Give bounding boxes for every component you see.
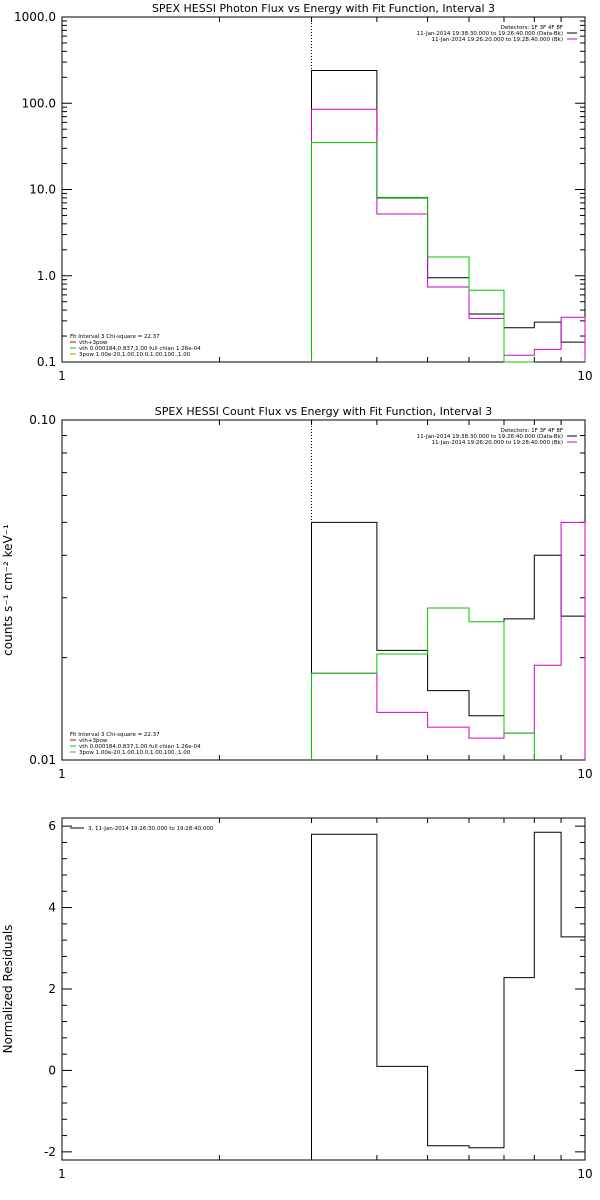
legend-entry: 11-Jan-2014 19:26:20.000 to 19:28:40.000…	[432, 440, 563, 446]
legend-entry: 3, 11-Jan-2014 19:26:30.000 to 19:28:40.…	[88, 826, 214, 832]
series-black-histogram	[311, 70, 586, 362]
legend-entry: Detectors: 1F 3F 4F 8F	[501, 25, 563, 31]
chart-panel-1: SPEX HESSI Photon Flux vs Energy with Fi…	[14, 2, 593, 383]
y-tick-label: 1000.0	[14, 10, 56, 24]
chart-panel-3: 1 10 -2 0 2 4 6 Normalized Residuals 3, 11-Jan-2…	[1, 817, 593, 1181]
y-tick-label: 10.0	[29, 183, 56, 197]
legend-entry: Detectors: 1F 3F 4F 8F	[501, 428, 563, 434]
tick-marks	[61, 17, 585, 363]
y-tick-label: 1.0	[37, 269, 56, 283]
legend-entry: 11-Jan-2014 19:38:30.000 to 19:26:40.000…	[417, 31, 563, 37]
y-tick-label: 6	[48, 819, 56, 833]
plot-frame	[61, 16, 586, 363]
legend-entry: 3pow 1.00e-20,1.00,10.0,1.00,100.,1.00	[79, 352, 191, 358]
legend-entry: vth+3pow	[79, 340, 108, 346]
series-magenta-histogram	[311, 108, 586, 362]
y-tick-label: 0.1	[37, 355, 56, 369]
series-black-histogram	[311, 521, 586, 760]
y-axis-label: counts s⁻¹ cm⁻² keV⁻¹	[1, 524, 15, 656]
legend-entry: vth+3pow	[79, 738, 108, 744]
legend-entry: Fit Interval 3 Chi-square = 22.37	[70, 732, 160, 738]
plot-frame	[61, 817, 586, 1161]
x-tick-label: 1	[58, 1167, 66, 1181]
chart-panel-2: SPEX HESSI Count Flux vs Energy with Fit…	[1, 405, 593, 781]
legend-entry: vth 0.000184,0.837,1.00 full chian 1.26e…	[79, 346, 201, 352]
y-tick-label: 2	[48, 982, 56, 996]
legend-entry: Fit Interval 3 Chi-square = 22.37	[70, 334, 160, 340]
x-tick-label: 1	[58, 767, 66, 781]
x-tick-label: 10	[577, 767, 592, 781]
series-green-histogram	[311, 142, 535, 363]
chart-title: SPEX HESSI Count Flux vs Energy with Fit…	[155, 405, 492, 418]
series-black-histogram	[311, 831, 586, 1160]
legend-entry: 3pow 1.00e-20,1.00,10.0,1.00,100.,1.00	[79, 750, 191, 756]
legend-bottom: Fit Interval 3 Chi-square = 22.37vth+3po…	[70, 334, 201, 358]
y-tick-label: 0.01	[29, 753, 56, 767]
x-tick-label: 1	[58, 369, 66, 383]
plot-frame	[61, 419, 586, 761]
y-tick-label: 0.10	[29, 413, 56, 427]
x-tick-label: 10	[577, 369, 592, 383]
legend-entry: 11-Jan-2014 19:26:20.000 to 19:28:40.000…	[432, 37, 563, 43]
y-axis-label: Normalized Residuals	[1, 925, 15, 1054]
legend-entry: 11-Jan-2014 19:38:30.000 to 19:26:40.000…	[417, 434, 563, 440]
y-tick-label: 4	[48, 901, 56, 915]
legend-top: 3, 11-Jan-2014 19:26:30.000 to 19:28:40.…	[70, 826, 214, 832]
chart-title: SPEX HESSI Photon Flux vs Energy with Fi…	[152, 2, 495, 15]
y-tick-label: 0	[48, 1063, 56, 1077]
series-magenta-histogram	[311, 521, 586, 760]
x-tick-label: 10	[577, 1167, 592, 1181]
series-green-histogram	[311, 607, 535, 760]
tick-marks	[61, 818, 585, 1160]
legend-entry: vth 0.000184,0.837,1.00 full chian 1.26e…	[79, 744, 201, 750]
tick-marks	[61, 420, 585, 761]
y-tick-label: -2	[44, 1145, 56, 1159]
legend-bottom: Fit Interval 3 Chi-square = 22.37vth+3po…	[70, 732, 201, 756]
y-tick-label: 100.0	[22, 96, 56, 110]
